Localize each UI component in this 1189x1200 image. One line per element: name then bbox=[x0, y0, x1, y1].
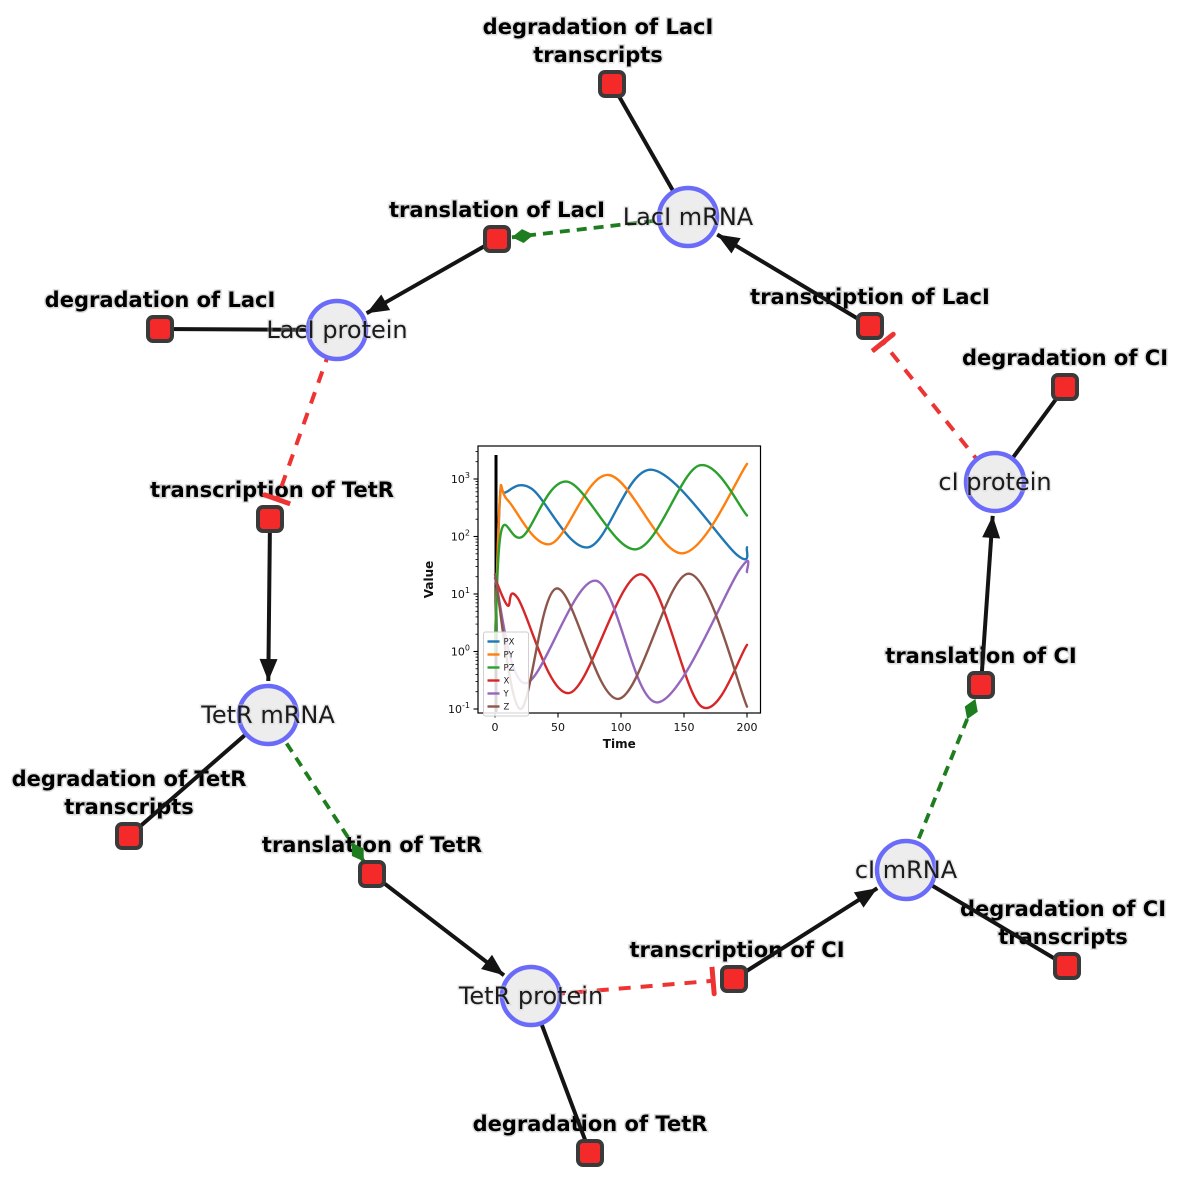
edge-production-transl_laci-to-laci_protein bbox=[365, 237, 498, 315]
species-node-ci_protein[interactable] bbox=[963, 450, 1027, 514]
reaction-node-transl_laci[interactable] bbox=[483, 225, 511, 253]
edge-production-transl_tetr-to-tetr_protein bbox=[370, 872, 506, 977]
y-tick-label: 103 bbox=[451, 471, 470, 486]
reaction-node-txn_laci[interactable] bbox=[856, 312, 884, 340]
nodes-layer bbox=[115, 70, 1081, 1167]
reaction-label-deg_ci_tx: degradation of CI bbox=[960, 897, 1166, 921]
series-curve-PZ bbox=[493, 464, 749, 653]
edge-modifier-tetr_mrna-to-transl_tetr bbox=[266, 713, 366, 863]
reaction-label-deg_laci: degradation of LacI bbox=[45, 288, 276, 312]
reaction-node-deg_laci_tx[interactable] bbox=[598, 70, 626, 98]
reaction-label-txn_ci: transcription of CI bbox=[629, 938, 844, 962]
species-label-ci_protein: cI protein bbox=[938, 468, 1051, 496]
edge-production-transl_ci-to-ci_protein bbox=[979, 515, 1001, 686]
species-label-tetr_protein: TetR protein bbox=[458, 982, 603, 1010]
reaction-label-deg_ci_tx: transcripts bbox=[998, 925, 1128, 949]
reaction-label-transl_laci: translation of LacI bbox=[389, 198, 605, 222]
x-tick-label: 0 bbox=[492, 721, 499, 734]
reaction-label-deg_laci_tx: transcripts bbox=[533, 43, 663, 67]
edge-modifier-laci_mrna-to-transl_laci bbox=[511, 215, 689, 243]
y-tick-label: 102 bbox=[451, 529, 470, 544]
plot-xlabel: Time bbox=[603, 737, 636, 751]
series-curve-X bbox=[493, 573, 749, 710]
plot-legend-box bbox=[483, 631, 529, 717]
timecourse-plot: 10-1 100 101 102 103 0 50 100 150 200 Time Value PX P… bbox=[422, 445, 762, 751]
edge-modifier-ci_mrna-to-transl_ci bbox=[904, 698, 978, 871]
reaction-node-deg_tetr[interactable] bbox=[576, 1139, 604, 1167]
reaction-label-deg_ci: degradation of CI bbox=[962, 346, 1168, 370]
reaction-label-txn_tetr: transcription of TetR bbox=[150, 478, 394, 502]
legend-label-PX: PX bbox=[504, 638, 515, 648]
y-tick-label: 10-1 bbox=[448, 701, 470, 716]
reaction-node-deg_ci_tx[interactable] bbox=[1053, 952, 1081, 980]
x-tick-label: 50 bbox=[551, 721, 565, 734]
species-labels-layer: LacI mRNA LacI protein TetR mRNA TetR prote… bbox=[199, 202, 1053, 1012]
species-node-tetr_protein[interactable] bbox=[499, 964, 563, 1028]
legend-label-PZ: PZ bbox=[504, 664, 515, 674]
x-tick-label: 100 bbox=[611, 721, 632, 734]
species-node-tetr_mrna[interactable] bbox=[236, 683, 300, 747]
x-tick-label: 150 bbox=[674, 721, 695, 734]
legend-label-PY: PY bbox=[504, 651, 515, 661]
reaction-node-transl_tetr[interactable] bbox=[358, 860, 386, 888]
reaction-node-transl_ci[interactable] bbox=[967, 671, 995, 699]
reaction-label-transl_tetr: translation of TetR bbox=[262, 833, 482, 857]
species-label-ci_mrna: cI mRNA bbox=[855, 856, 958, 884]
reaction-label-txn_laci: transcription of LacI bbox=[750, 285, 990, 309]
edge-production-txn_tetr-to-tetr_mrna bbox=[259, 518, 278, 682]
plot-ylabel: Value bbox=[422, 561, 436, 599]
reaction-label-deg_tetr: degradation of TetR bbox=[473, 1112, 708, 1136]
reaction-node-txn_ci[interactable] bbox=[720, 965, 748, 993]
edge-production-txn_laci-to-laci_mrna bbox=[716, 232, 872, 328]
reaction-label-deg_tetr_tx: degradation of TetR bbox=[12, 767, 247, 791]
plot-curves bbox=[493, 462, 750, 711]
legend-label-Z: Z bbox=[504, 703, 510, 713]
reaction-node-txn_tetr[interactable] bbox=[256, 505, 284, 533]
species-label-tetr_mrna: TetR mRNA bbox=[200, 701, 335, 729]
legend-label-X: X bbox=[504, 677, 510, 687]
reaction-node-deg_ci[interactable] bbox=[1051, 373, 1079, 401]
y-tick-label: 100 bbox=[451, 644, 470, 659]
species-label-laci_protein: LacI protein bbox=[266, 316, 407, 344]
y-tick-label: 101 bbox=[451, 586, 470, 601]
edge-production-txn_ci-to-ci_mrna bbox=[732, 886, 879, 981]
reaction-node-deg_laci[interactable] bbox=[146, 315, 174, 343]
reaction-label-deg_tetr_tx: transcripts bbox=[64, 795, 194, 819]
series-curve-PY bbox=[493, 462, 749, 649]
reaction-node-deg_tetr_tx[interactable] bbox=[115, 822, 143, 850]
species-node-laci_protein[interactable] bbox=[305, 298, 369, 362]
species-node-laci_mrna[interactable] bbox=[656, 185, 720, 249]
species-node-ci_mrna[interactable] bbox=[874, 838, 938, 902]
x-tick-label: 200 bbox=[737, 721, 758, 734]
species-label-laci_mrna: LacI mRNA bbox=[623, 203, 754, 231]
reaction-label-deg_laci_tx: degradation of LacI bbox=[483, 15, 714, 39]
legend-label-Y: Y bbox=[503, 690, 510, 700]
